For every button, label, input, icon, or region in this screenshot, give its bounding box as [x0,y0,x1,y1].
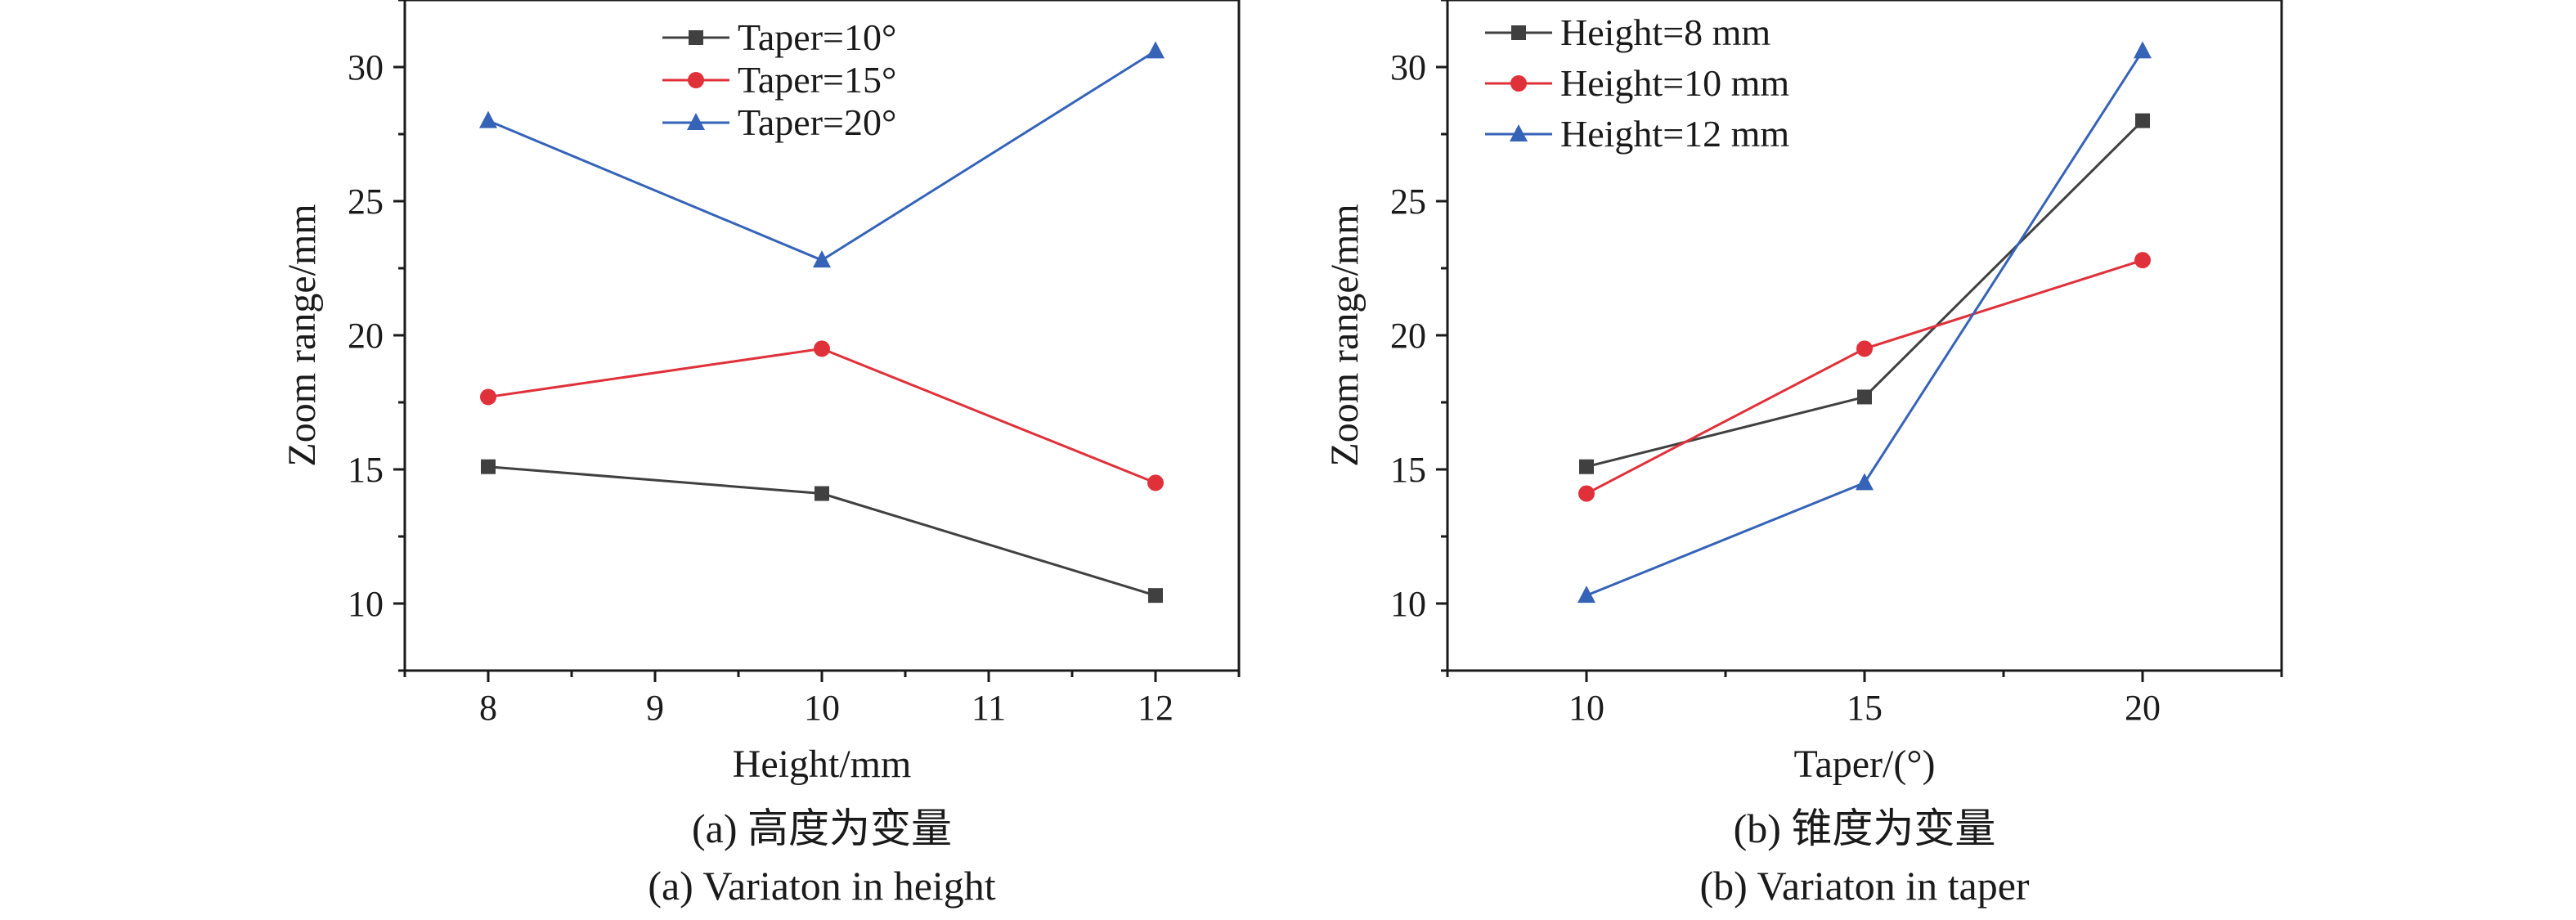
legend-entry: Height=8 mm [1485,11,1770,53]
x-tick-label: 11 [972,688,1006,728]
y-tick-label: 15 [348,450,384,490]
legend-entry: Taper=10° [662,16,896,58]
series-1 [1578,252,2151,502]
x-tick-label: 10 [1568,688,1604,728]
series-2 [1577,41,2152,604]
legend-marker [1511,25,1526,40]
legend-label: Height=12 mm [1560,113,1789,155]
legend-label: Taper=20° [738,101,896,143]
data-point [479,110,497,128]
series-line [1586,258,2143,495]
y-tick-label: 20 [1390,316,1426,356]
x-tick-label: 15 [1847,688,1883,728]
x-tick-label: 10 [804,688,840,728]
data-point [1857,389,1872,405]
y-axis-title: Zoom range/mm [280,204,324,466]
legend-entry: Taper=20° [662,101,896,143]
y-tick-label: 30 [348,47,384,88]
legend-marker [687,113,705,130]
x-tick-label: 8 [479,688,497,728]
legend-marker [1510,124,1528,141]
data-point [1856,473,1874,491]
legend-marker [1510,75,1527,92]
data-point [814,340,830,357]
data-point [1579,459,1594,474]
data-point [480,388,496,406]
data-point [1856,340,1873,357]
legend-marker [689,30,703,45]
data-point [2135,113,2150,128]
data-point [2134,41,2152,59]
data-point [1148,588,1163,604]
legend-entry: Height=12 mm [1485,113,1789,155]
caption-chinese: (b) 锥度为变量 [1734,806,1996,851]
series-2 [479,41,1165,268]
plot-frame [403,0,1241,672]
data-point [815,486,829,501]
legend-marker [688,72,704,88]
series-line [1586,119,2144,469]
y-tick-label: 15 [1390,450,1426,490]
x-tick-label: 20 [2125,688,2161,728]
legend-entry: Taper=15° [662,59,896,101]
data-point [481,459,496,474]
series-line [487,465,1156,597]
caption-english: (b) Variaton in taper [1699,863,2029,909]
series-0 [481,459,1163,604]
data-point [813,250,831,268]
data-point [2134,252,2151,269]
y-tick-label: 25 [348,182,384,222]
data-point [1147,474,1164,491]
chart-height-variation: 10 15 20 25 30 8 9 10 11 12 Height/mm Zoom range/mm… [280,0,1241,909]
y-tick-label: 10 [1390,584,1426,624]
x-tick-label: 12 [1138,688,1174,728]
legend-label: Taper=15° [738,59,896,101]
x-tick-label: 9 [646,688,664,728]
series-line [487,347,1156,484]
data-point [1577,586,1595,604]
legend-entry: Height=10 mm [1485,62,1789,104]
series-1 [480,340,1164,491]
y-tick-label: 30 [1390,47,1426,88]
y-tick-label: 25 [1390,182,1426,222]
chart-taper-variation: 10 15 20 25 30 10 15 20 Taper/(°) Zoom range/mm He… [1323,0,2283,909]
data-point [1147,41,1165,59]
caption-chinese: (a) 高度为变量 [692,806,952,851]
y-axis-title: Zoom range/mm [1323,204,1367,466]
data-point [1578,485,1595,502]
legend-label: Height=8 mm [1560,11,1770,53]
series-0 [1579,113,2150,474]
y-tick-label: 20 [348,316,384,356]
x-axis-title: Taper/(°) [1793,743,1935,786]
y-tick-label: 10 [348,584,384,624]
caption-english: (a) Variaton in height [648,863,995,909]
legend-label: Height=10 mm [1560,62,1789,104]
legend-label: Taper=10° [738,16,896,58]
x-axis-title: Height/mm [733,743,912,786]
